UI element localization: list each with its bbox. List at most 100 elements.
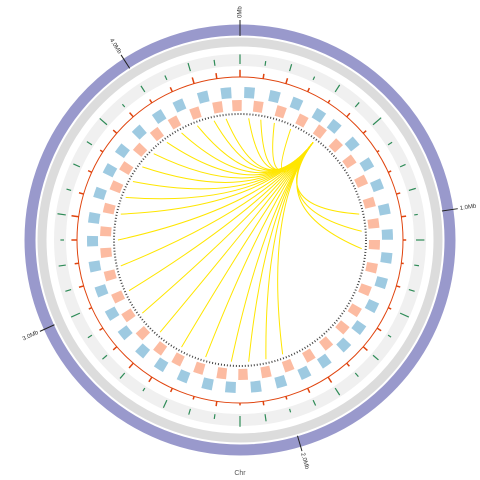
- reverse-gene: [102, 202, 116, 215]
- skew-bar: [129, 112, 134, 118]
- skew-bar: [128, 362, 134, 369]
- link: [280, 128, 314, 173]
- forward-gene: [297, 365, 312, 380]
- gc-bar: [408, 187, 416, 191]
- reverse-gene: [260, 365, 272, 379]
- gc-bar: [58, 264, 66, 267]
- reverse-gene: [121, 308, 136, 323]
- link: [260, 119, 314, 171]
- forward-gene: [94, 284, 109, 298]
- skew-bar: [99, 327, 104, 331]
- skew-bar: [376, 149, 380, 153]
- link: [132, 142, 314, 190]
- skew-bar: [215, 73, 218, 79]
- forward-gene: [316, 353, 332, 369]
- forward-gene: [224, 381, 236, 393]
- skew-bar: [396, 285, 401, 288]
- skew-bar: [262, 73, 265, 79]
- reverse-gene: [171, 352, 185, 367]
- reverse-gene: [281, 358, 295, 373]
- link: [248, 142, 314, 362]
- forward-gene: [176, 369, 191, 384]
- forward-gene: [381, 229, 393, 240]
- forward-gene: [377, 203, 391, 216]
- reverse-gene: [368, 240, 380, 250]
- x-axis-label: Chr: [234, 470, 246, 477]
- skew-bar: [88, 307, 93, 310]
- skew-bar: [362, 130, 367, 134]
- reverse-gene: [295, 113, 309, 128]
- skew-bar: [327, 376, 333, 383]
- gc-bar: [102, 354, 108, 360]
- forward-gene: [151, 109, 167, 124]
- skew-bar: [87, 169, 93, 173]
- gc-bar: [387, 141, 393, 146]
- forward-gene: [351, 320, 367, 335]
- x-tick-label: 3.0Mb: [22, 330, 40, 343]
- forward-gene: [153, 357, 169, 373]
- skew-bar: [112, 346, 118, 351]
- skew-bar: [262, 401, 265, 406]
- gc-bar: [334, 84, 341, 93]
- reverse-gene: [312, 124, 327, 139]
- gc-bar: [99, 118, 108, 126]
- x-tick: [120, 54, 131, 69]
- skew-bar: [401, 215, 407, 218]
- gc-bar: [372, 354, 379, 361]
- reverse-gene: [354, 174, 369, 188]
- reverse-gene: [135, 326, 151, 341]
- skew-bar: [148, 376, 153, 383]
- reverse-gene: [347, 303, 362, 318]
- skew-base: [76, 76, 404, 404]
- skew-bar: [387, 307, 392, 310]
- gc-bar: [408, 289, 415, 292]
- forward-gene: [220, 87, 232, 100]
- reverse-gene: [328, 138, 343, 153]
- skew-bar: [191, 77, 195, 84]
- reverse-gene: [100, 226, 112, 237]
- forward-gene: [369, 178, 385, 193]
- gc-bar: [312, 76, 316, 81]
- link: [128, 142, 314, 292]
- gc-bar: [73, 163, 81, 168]
- skew-bar: [74, 262, 79, 265]
- forward-gene: [268, 90, 281, 104]
- gc-bar: [140, 85, 146, 93]
- gc-bar: [188, 408, 191, 415]
- gc-bar: [142, 387, 146, 392]
- skew-bar: [169, 87, 173, 93]
- forward-gene: [380, 252, 393, 264]
- forward-gene: [131, 124, 147, 140]
- forward-gene: [250, 380, 262, 393]
- skew-bar: [71, 215, 79, 218]
- skew-bar: [307, 387, 311, 393]
- reverse-gene: [189, 106, 202, 120]
- gc-bar: [162, 399, 168, 408]
- skew-bar: [346, 112, 351, 118]
- gc-bar: [86, 141, 93, 146]
- gc-bar: [65, 289, 72, 292]
- reverse-gene: [252, 100, 264, 113]
- skew-bar: [285, 78, 289, 84]
- gc-bar: [354, 102, 360, 108]
- reverse-gene: [132, 142, 148, 157]
- reverse-gene: [342, 154, 357, 169]
- gc-bar: [87, 334, 93, 339]
- forward-gene: [359, 157, 375, 172]
- reverse-gene: [302, 348, 316, 363]
- reverse-gene: [103, 269, 117, 282]
- x-tick-label: 4.0Mb: [108, 38, 122, 56]
- reverse-gene: [365, 261, 378, 274]
- gc-bar: [121, 103, 126, 108]
- inner-ring: [113, 113, 367, 367]
- gc-bar: [66, 188, 72, 191]
- gc-bar: [57, 213, 66, 216]
- reverse-gene: [318, 336, 334, 351]
- reverse-gene: [149, 126, 165, 142]
- gc-bar: [213, 414, 216, 420]
- forward-gene: [196, 90, 210, 104]
- gc-bar: [289, 64, 293, 72]
- link: [117, 142, 314, 241]
- forward-gene: [364, 298, 380, 314]
